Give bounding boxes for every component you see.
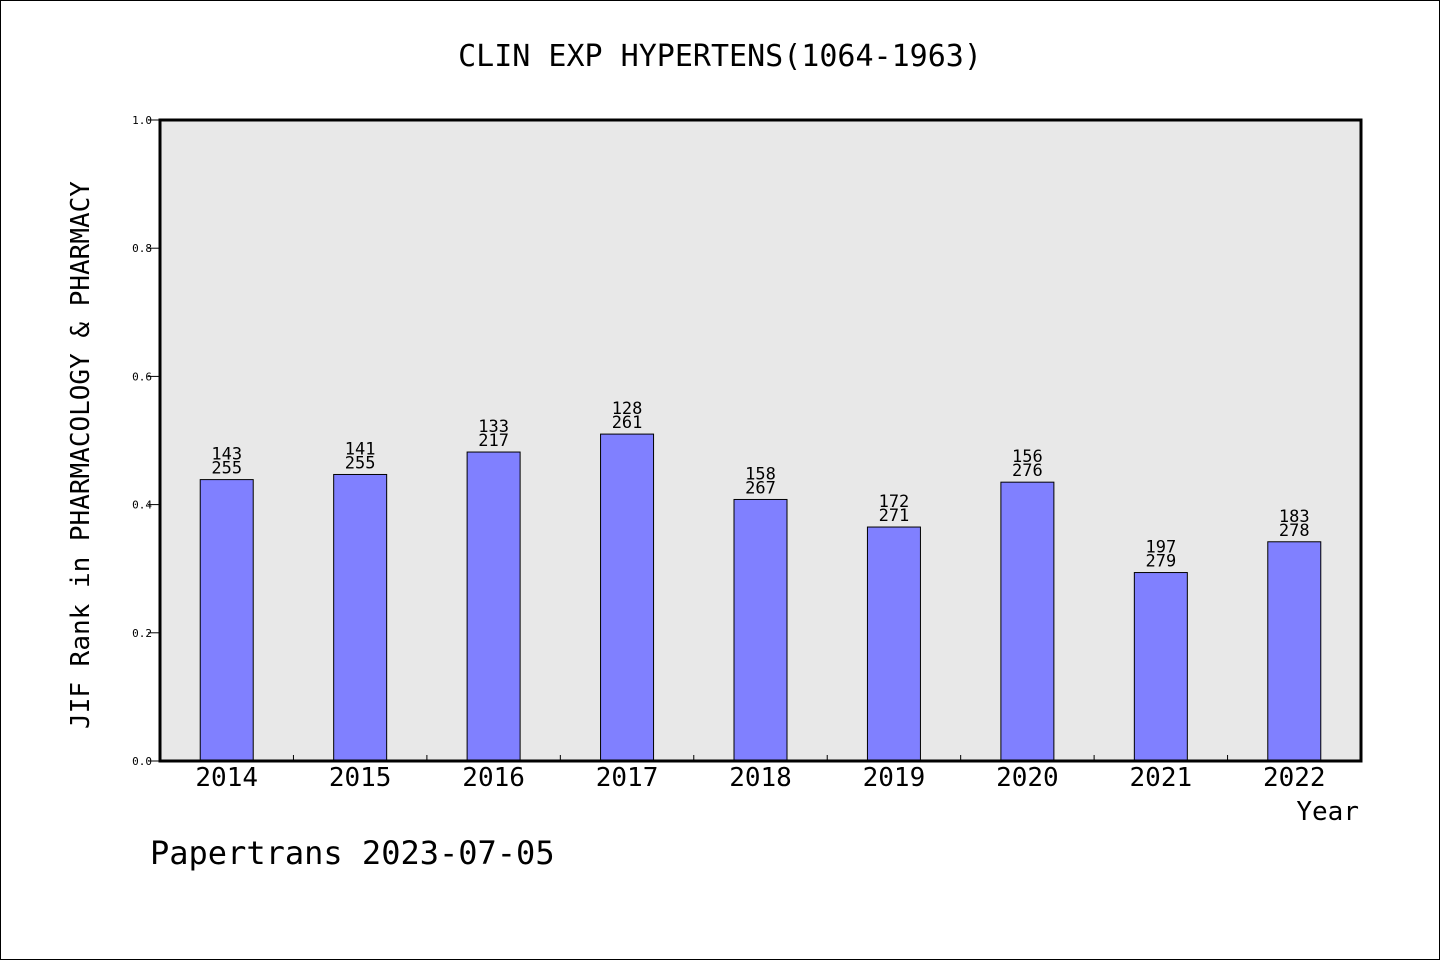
bar-label-bottom: 267 (745, 478, 776, 498)
y-tick-label: 0.0 (132, 755, 152, 768)
bar-label-bottom: 217 (478, 431, 509, 451)
x-tick-label: 2014 (195, 763, 258, 793)
bar-label-top: 172 (879, 492, 910, 512)
bar (600, 433, 655, 762)
bar (1000, 481, 1055, 762)
x-tick-label: 2019 (863, 763, 926, 793)
x-tick-label: 2017 (596, 763, 659, 793)
x-tick-label: 2021 (1130, 763, 1193, 793)
y-axis: 0.0 0.2 0.4 0.6 0.8 1.0 (132, 114, 160, 768)
bar (866, 526, 921, 762)
x-axis-label: Year (1296, 797, 1359, 827)
bars (199, 433, 1322, 762)
bar (733, 498, 788, 762)
bar-label-top: 156 (1012, 447, 1043, 467)
bar-label-top: 141 (345, 439, 376, 459)
bar-label-top: 128 (612, 399, 643, 419)
bar-label-bottom: 255 (211, 459, 242, 479)
bar-label-bottom: 271 (879, 506, 910, 526)
y-tick-label: 0.6 (132, 370, 152, 383)
bar-label-bottom: 278 (1279, 521, 1310, 541)
bar-label-top: 133 (478, 417, 509, 437)
bar-label-top: 183 (1279, 507, 1310, 527)
bar-label-bottom: 255 (345, 453, 376, 473)
x-axis: 2014 2015 2016 2017 2018 2019 2020 2021 2022 (195, 755, 1326, 793)
y-axis-label: JIF Rank in PHARMACOLOGY & PHARMACY (66, 181, 96, 729)
y-tick-label: 1.0 (132, 114, 152, 127)
x-tick-label: 2018 (729, 763, 792, 793)
bar (466, 451, 521, 762)
bar (199, 479, 254, 762)
bar-label-bottom: 261 (612, 413, 643, 433)
bar (333, 473, 388, 762)
plot-border (158, 118, 1363, 763)
chart-title: CLIN EXP HYPERTENS(1064-1963) (458, 39, 982, 74)
y-tick-label: 0.8 (132, 242, 152, 255)
bar-label-bottom: 276 (1012, 461, 1043, 481)
bar-label-bottom: 279 (1145, 552, 1176, 572)
bar-label-top: 158 (745, 464, 776, 484)
y-tick-label: 0.2 (132, 627, 152, 640)
x-tick-label: 2022 (1263, 763, 1326, 793)
bar-label-top: 197 (1145, 538, 1176, 558)
bar (1267, 541, 1322, 762)
x-tick-label: 2015 (329, 763, 392, 793)
footer-credit: Papertrans 2023-07-05 (150, 834, 555, 872)
y-tick-label: 0.4 (132, 499, 152, 512)
bar-label-top: 143 (211, 445, 242, 465)
x-tick-label: 2016 (462, 763, 525, 793)
bar (1133, 572, 1188, 762)
bar-labels: 1432551412551332171282611582671722711562… (211, 399, 1309, 571)
x-tick-label: 2020 (996, 763, 1059, 793)
